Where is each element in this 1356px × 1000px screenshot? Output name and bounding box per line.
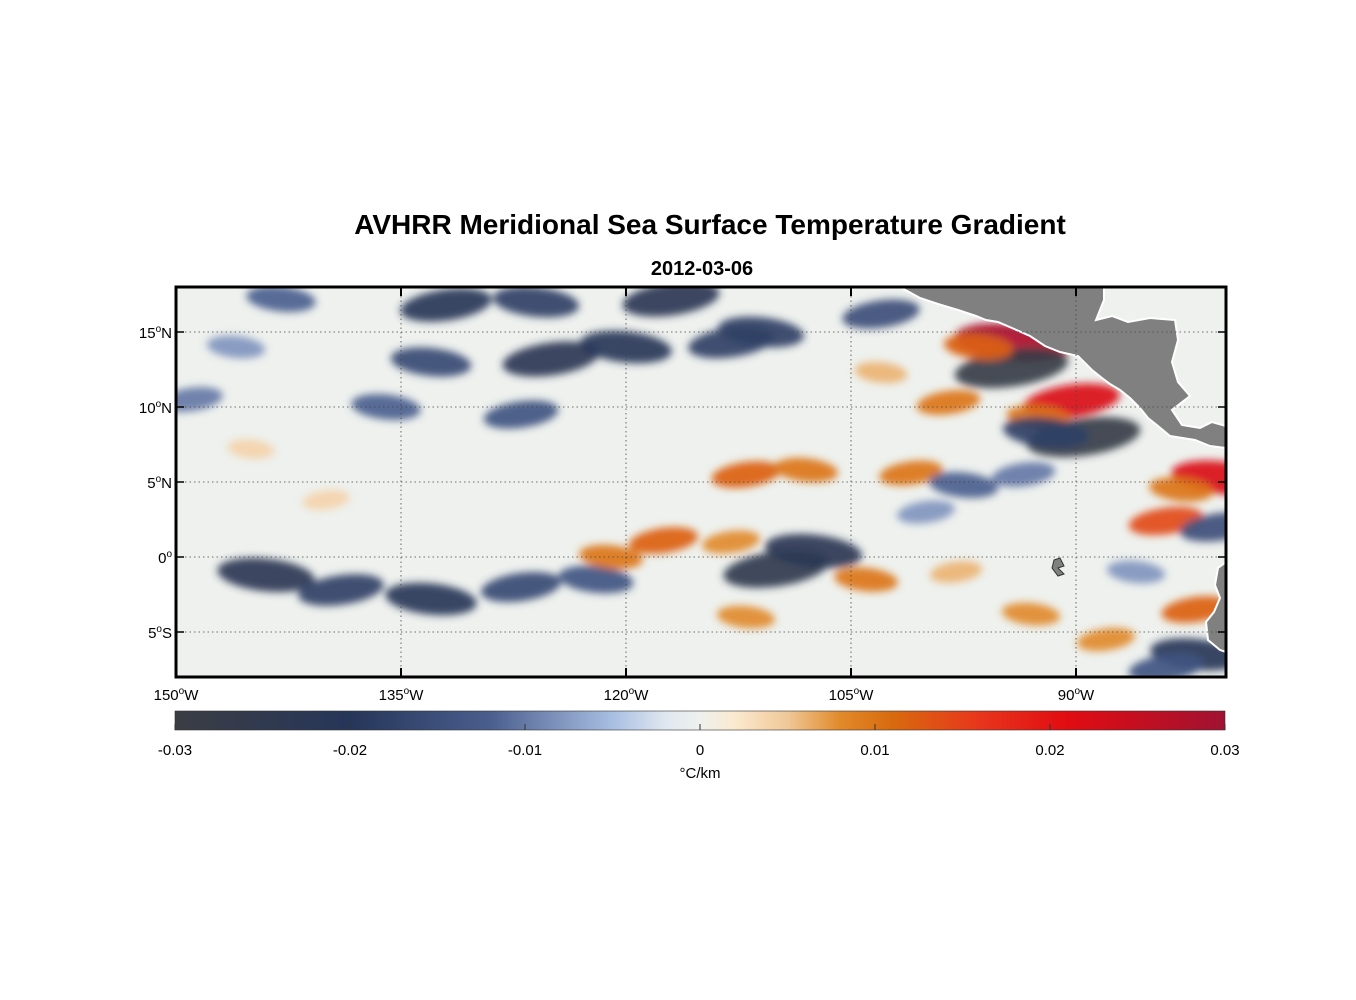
gradient-feature bbox=[991, 461, 1056, 488]
gradient-feature bbox=[390, 347, 472, 377]
gradient-feature bbox=[298, 574, 384, 606]
gradient-feature bbox=[493, 287, 579, 318]
lat-tick-label: 0o bbox=[158, 549, 172, 567]
land-central-america bbox=[899, 287, 1226, 450]
gradient-feature bbox=[854, 361, 908, 384]
map-panel: 15oN 10oN 5oN 0o 5oS 150oW 135oW 120oW 105oW 90o… bbox=[139, 285, 1228, 704]
gradient-feature bbox=[628, 527, 699, 554]
gradient-feature bbox=[206, 335, 266, 359]
gradient-feature bbox=[227, 439, 275, 459]
gradient-feature bbox=[400, 288, 492, 322]
colorbar-tick-label: -0.01 bbox=[508, 742, 542, 759]
gradient-field bbox=[176, 287, 1226, 677]
gradient-feature bbox=[916, 389, 981, 416]
gradient-feature bbox=[385, 582, 477, 616]
lon-tick-labels: 150oW 135oW 120oW 105oW 90oW bbox=[154, 686, 1095, 704]
gradient-feature bbox=[1179, 512, 1226, 542]
gradient-feature bbox=[579, 544, 643, 570]
gradient-feature bbox=[483, 400, 559, 429]
gradient-feature bbox=[246, 287, 316, 313]
gradient-feature bbox=[688, 326, 774, 359]
lon-tick-label: 90oW bbox=[1058, 686, 1095, 704]
gradient-feature bbox=[302, 490, 350, 510]
colorbar-ticks: -0.03 -0.02 -0.01 0 0.01 0.02 0.03 bbox=[158, 724, 1240, 759]
gradient-feature bbox=[502, 341, 600, 377]
land-masses bbox=[899, 287, 1226, 654]
gradient-feature bbox=[716, 605, 776, 629]
gradient-feature bbox=[711, 461, 781, 488]
gradient-feature bbox=[774, 457, 838, 483]
gradient-feature bbox=[1106, 560, 1166, 584]
gradient-feature bbox=[558, 565, 634, 594]
gradient-feature bbox=[929, 561, 983, 583]
land-galapagos bbox=[1051, 557, 1065, 577]
gradient-feature bbox=[702, 530, 760, 554]
lat-tick-label: 10oN bbox=[139, 399, 172, 417]
colorbar-tick-label: -0.02 bbox=[333, 742, 367, 759]
gradient-feature bbox=[897, 500, 955, 524]
gradient-feature bbox=[879, 460, 943, 486]
gradient-feature bbox=[842, 299, 920, 329]
gradient-feature bbox=[834, 567, 898, 592]
gradient-feature bbox=[622, 287, 720, 317]
lon-tick-label: 105oW bbox=[829, 686, 875, 704]
gradient-feature bbox=[217, 557, 315, 593]
lon-tick-label: 120oW bbox=[604, 686, 650, 704]
gradient-feature bbox=[943, 333, 1014, 361]
colorbar: -0.03 -0.02 -0.01 0 0.01 0.02 0.03 °C/km bbox=[158, 710, 1240, 782]
lon-tick-label: 150oW bbox=[154, 686, 200, 704]
map-frame bbox=[174, 285, 1228, 679]
colorbar-tick-label: 0.01 bbox=[860, 742, 889, 759]
lat-tick-label: 15oN bbox=[139, 324, 172, 342]
gradient-feature bbox=[1003, 417, 1089, 448]
gradient-feature bbox=[480, 571, 562, 603]
colorbar-unit-label: °C/km bbox=[680, 765, 721, 782]
lon-tick-label: 135oW bbox=[379, 686, 425, 704]
lat-tick-label: 5oN bbox=[147, 474, 172, 492]
land-south-america bbox=[1204, 560, 1226, 654]
gradient-feature bbox=[351, 393, 421, 421]
lat-tick-label: 5oS bbox=[148, 624, 172, 642]
gradient-feature bbox=[176, 386, 223, 413]
colorbar-tick-label: 0.03 bbox=[1210, 742, 1239, 759]
colorbar-tick-label: 0.02 bbox=[1035, 742, 1064, 759]
colorbar-tick-label: -0.03 bbox=[158, 742, 192, 759]
chart-title: AVHRR Meridional Sea Surface Temperature… bbox=[354, 209, 1066, 240]
gradient-feature bbox=[764, 533, 863, 569]
gradient-feature bbox=[1077, 627, 1135, 652]
chart-subtitle: 2012-03-06 bbox=[651, 258, 753, 280]
gradient-feature bbox=[928, 471, 999, 499]
lat-tick-labels: 15oN 10oN 5oN 0o 5oS bbox=[139, 324, 173, 642]
gradient-feature bbox=[1149, 477, 1213, 502]
gradient-feature bbox=[1001, 602, 1061, 626]
gradient-feature bbox=[1128, 653, 1204, 677]
colorbar-tick-label: 0 bbox=[696, 742, 704, 759]
